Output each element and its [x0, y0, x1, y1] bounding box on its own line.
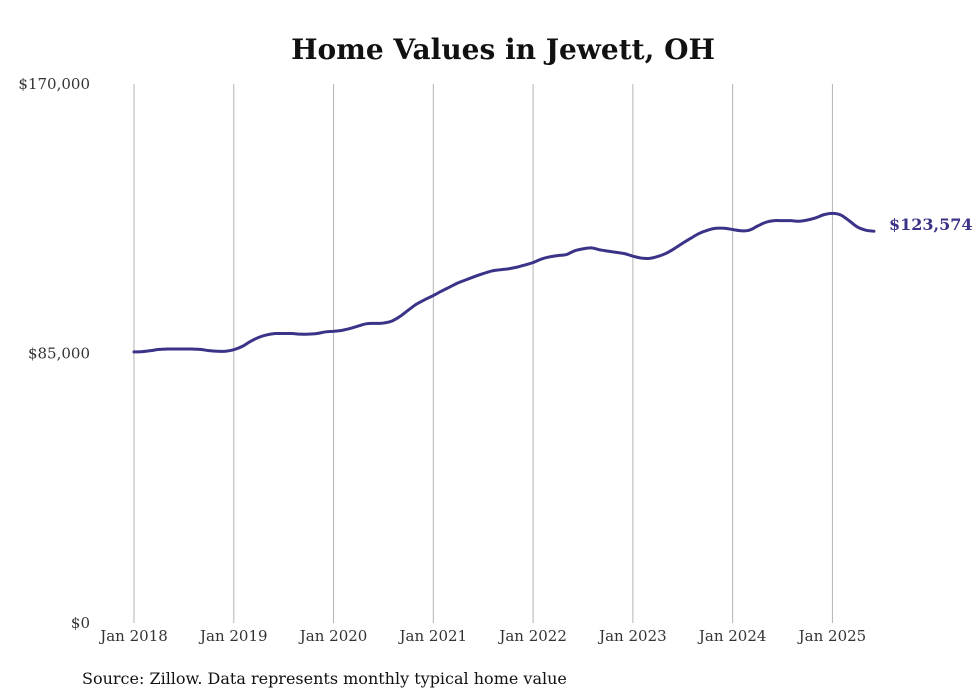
source-note: Source: Zillow. Data represents monthly …: [82, 669, 567, 688]
y-tick-label: $85,000: [28, 345, 90, 363]
last-value-label: $123,574: [889, 215, 973, 234]
y-tick-label: $0: [71, 614, 90, 632]
x-tick-label: Jan 2024: [697, 627, 767, 645]
y-axis: $0 $85,000 $170,000: [18, 75, 90, 632]
x-tick-label: Jan 2021: [398, 627, 468, 645]
x-tick-label: Jan 2019: [198, 627, 268, 645]
x-tick-label: Jan 2018: [98, 627, 168, 645]
x-tick-label: Jan 2022: [497, 627, 567, 645]
x-axis: Jan 2018 Jan 2019 Jan 2020 Jan 2021 Jan 2022…: [98, 627, 866, 645]
series-layer: [132, 211, 876, 354]
x-tick-label: Jan 2023: [597, 627, 667, 645]
gridlines: [133, 84, 833, 623]
x-tick-label: Jan 2025: [797, 627, 867, 645]
y-tick-label: $170,000: [18, 75, 90, 93]
chart-title: Home Values in Jewett, OH: [291, 33, 715, 66]
series-line: [132, 211, 876, 354]
x-tick-label: Jan 2020: [298, 627, 368, 645]
